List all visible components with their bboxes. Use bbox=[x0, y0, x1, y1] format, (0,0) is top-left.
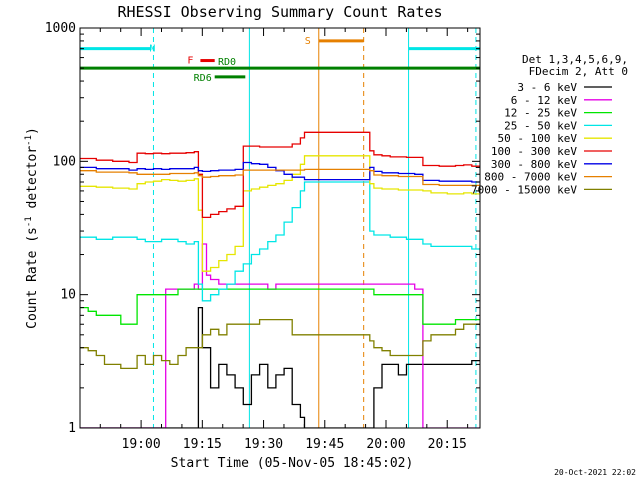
x-tick-label-1900: 19:00 bbox=[122, 437, 161, 452]
generation-timestamp: 20-Oct-2021 22:02 bbox=[554, 468, 636, 477]
x-axis-label: Start Time (05-Nov-05 18:45:02) bbox=[171, 456, 414, 471]
series-line-1 bbox=[80, 306, 480, 428]
x-tick-label-1915: 19:15 bbox=[183, 437, 222, 452]
annotation-label-rd0: RD0 bbox=[218, 57, 236, 68]
y-tick-label-1000: 1000 bbox=[45, 21, 76, 36]
series-line-5 bbox=[80, 155, 480, 272]
plot-inner bbox=[80, 28, 480, 428]
annotation-label-s: S bbox=[305, 36, 311, 47]
annotation-label-n: N bbox=[149, 44, 155, 55]
legend-header-1: Det 1,3,4,5,6,9, bbox=[522, 53, 628, 66]
legend: Det 1,3,4,5,6,9,FDecim 2, Att 0 3 - 6 keV… bbox=[471, 53, 628, 196]
plot-frame bbox=[79, 27, 481, 429]
chart-title: RHESSI Observing Summary Count Rates bbox=[117, 3, 442, 21]
series-line-9 bbox=[80, 318, 480, 370]
legend-entry-7: 300 - 800 keV bbox=[491, 158, 577, 171]
legend-entry-9: 7000 - 15000 keV bbox=[471, 183, 577, 196]
y-tick-label-10: 10 bbox=[60, 288, 76, 303]
y-axis: 1 10 100 1000 bbox=[45, 21, 480, 436]
legend-entry-8: 800 - 7000 keV bbox=[484, 171, 577, 184]
plot-area: N F RD0 RD6 S bbox=[80, 28, 480, 428]
x-axis: 19:00 19:15 19:30 19:45 20:00 20:15 bbox=[99, 28, 469, 452]
legend-entry-2: 6 - 12 keV bbox=[511, 94, 578, 107]
legend-entry-6: 100 - 300 keV bbox=[491, 145, 577, 158]
legend-header-2: FDecim 2, Att 0 bbox=[529, 65, 628, 78]
series-line-3 bbox=[80, 288, 480, 325]
y-tick-label-100: 100 bbox=[53, 154, 76, 169]
series-line-8 bbox=[80, 168, 480, 187]
x-tick-label-1930: 19:30 bbox=[244, 437, 283, 452]
legend-entry-1: 3 - 6 keV bbox=[517, 81, 577, 94]
legend-entry-5: 50 - 100 keV bbox=[498, 132, 578, 145]
annotation-label-f: F bbox=[187, 56, 193, 67]
legend-entry-4: 25 - 50 keV bbox=[504, 119, 577, 132]
series-line-6 bbox=[80, 131, 480, 219]
series-line-4 bbox=[80, 181, 480, 302]
x-tick-label-1945: 19:45 bbox=[305, 437, 344, 452]
x-tick-label-2000: 20:00 bbox=[366, 437, 405, 452]
y-tick-label-1: 1 bbox=[68, 421, 76, 436]
series-line-7 bbox=[80, 161, 480, 183]
annotation-label-rd6: RD6 bbox=[194, 73, 212, 84]
legend-entry-3: 12 - 25 keV bbox=[504, 107, 577, 120]
y-axis-label: Count Rate (s-1 detector-1) bbox=[24, 127, 40, 329]
x-tick-label-2015: 20:15 bbox=[428, 437, 467, 452]
